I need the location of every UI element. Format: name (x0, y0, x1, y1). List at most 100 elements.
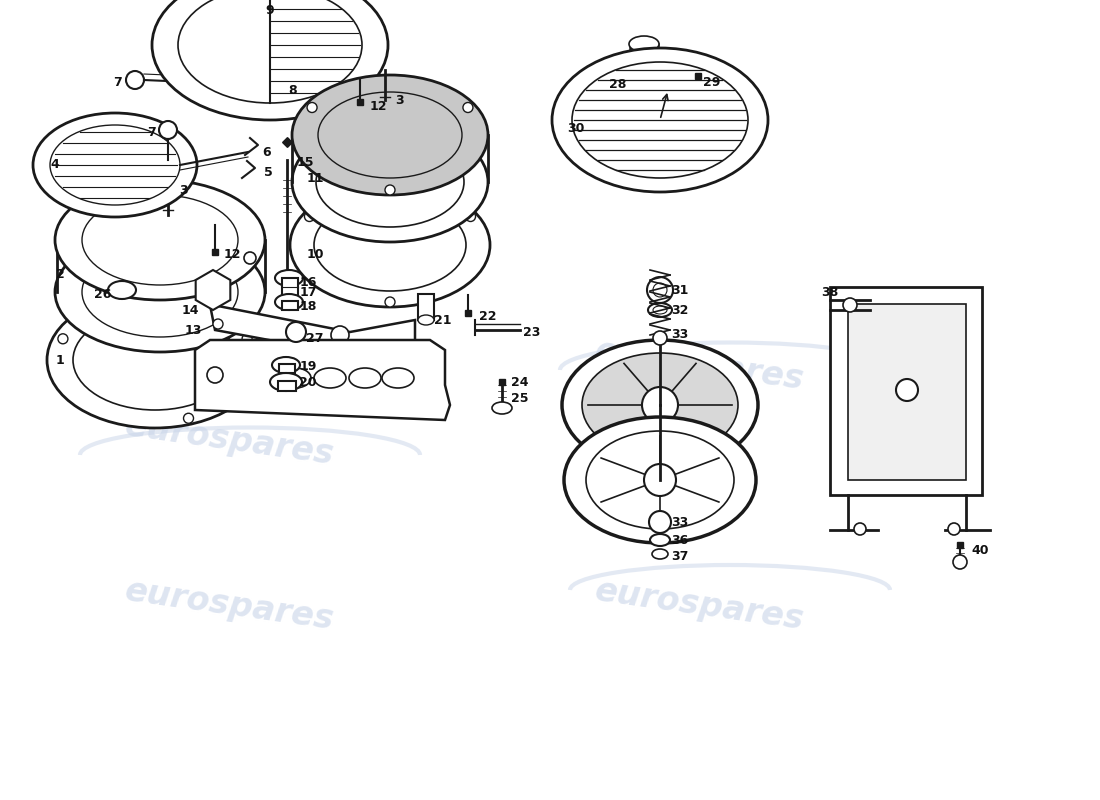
Ellipse shape (564, 417, 756, 543)
Text: 9: 9 (266, 3, 274, 17)
Text: 3: 3 (178, 183, 187, 197)
Ellipse shape (650, 534, 670, 546)
Ellipse shape (316, 137, 464, 227)
Ellipse shape (55, 232, 265, 352)
Circle shape (463, 102, 473, 113)
Text: 36: 36 (671, 534, 689, 546)
Text: 40: 40 (971, 543, 989, 557)
Text: 7: 7 (147, 126, 156, 139)
Circle shape (385, 297, 395, 307)
Ellipse shape (582, 353, 738, 457)
Text: 24: 24 (512, 375, 529, 389)
Text: eurospares: eurospares (123, 409, 337, 471)
Ellipse shape (318, 92, 462, 178)
Text: 18: 18 (299, 299, 317, 313)
Ellipse shape (152, 0, 388, 120)
Ellipse shape (50, 125, 180, 205)
Circle shape (286, 322, 306, 342)
Polygon shape (205, 280, 415, 355)
Circle shape (242, 334, 252, 344)
Ellipse shape (82, 247, 238, 337)
Circle shape (953, 555, 967, 569)
Text: 14: 14 (182, 303, 199, 317)
Ellipse shape (290, 183, 490, 307)
Text: 20: 20 (299, 375, 317, 389)
Polygon shape (195, 340, 450, 420)
Polygon shape (196, 270, 230, 310)
Text: 3: 3 (396, 94, 405, 106)
Circle shape (184, 414, 194, 423)
Circle shape (653, 283, 667, 297)
Text: 33: 33 (671, 327, 689, 341)
Text: 27: 27 (306, 331, 323, 345)
Ellipse shape (572, 62, 748, 178)
Ellipse shape (292, 122, 488, 242)
Ellipse shape (349, 368, 381, 388)
Text: 22: 22 (480, 310, 497, 322)
Ellipse shape (275, 294, 302, 310)
Ellipse shape (382, 368, 414, 388)
Text: 12: 12 (223, 249, 241, 262)
Text: 16: 16 (299, 275, 317, 289)
Text: 33: 33 (671, 515, 689, 529)
Text: 15: 15 (296, 155, 314, 169)
Text: 5: 5 (264, 166, 273, 178)
Ellipse shape (292, 75, 488, 195)
Text: 8: 8 (288, 83, 297, 97)
Circle shape (948, 523, 960, 535)
Circle shape (649, 511, 671, 533)
FancyBboxPatch shape (279, 364, 295, 373)
Text: 13: 13 (185, 323, 201, 337)
Text: eurospares: eurospares (123, 574, 337, 636)
Ellipse shape (552, 48, 768, 192)
Text: 28: 28 (609, 78, 627, 91)
Text: eurospares: eurospares (593, 334, 806, 396)
Text: 1: 1 (56, 354, 65, 366)
Text: 17: 17 (299, 286, 317, 298)
Ellipse shape (73, 310, 236, 410)
Circle shape (854, 523, 866, 535)
Circle shape (653, 331, 667, 345)
Circle shape (331, 326, 349, 344)
Circle shape (385, 185, 395, 195)
Text: 26: 26 (95, 287, 112, 301)
Ellipse shape (270, 373, 302, 391)
Ellipse shape (314, 199, 466, 291)
Ellipse shape (47, 292, 263, 428)
FancyBboxPatch shape (282, 301, 298, 310)
Circle shape (307, 102, 317, 113)
FancyBboxPatch shape (282, 278, 298, 296)
Text: 37: 37 (671, 550, 689, 562)
Ellipse shape (648, 303, 672, 317)
Text: 6: 6 (263, 146, 272, 158)
Ellipse shape (492, 402, 512, 414)
Ellipse shape (652, 549, 668, 559)
Circle shape (305, 211, 315, 222)
FancyBboxPatch shape (418, 294, 434, 320)
Ellipse shape (562, 340, 758, 470)
Text: 21: 21 (434, 314, 452, 326)
Ellipse shape (629, 36, 659, 52)
Circle shape (58, 334, 68, 344)
Text: 19: 19 (299, 359, 317, 373)
Text: 38: 38 (822, 286, 838, 298)
Circle shape (896, 379, 918, 401)
FancyBboxPatch shape (630, 44, 658, 82)
Text: 31: 31 (671, 283, 689, 297)
Text: 4: 4 (51, 158, 59, 171)
Text: 32: 32 (671, 303, 689, 317)
Ellipse shape (653, 306, 667, 314)
Ellipse shape (314, 368, 346, 388)
Circle shape (465, 211, 475, 222)
Text: 2: 2 (56, 269, 65, 282)
Ellipse shape (272, 357, 300, 373)
Ellipse shape (275, 270, 302, 286)
Text: eurospares: eurospares (593, 574, 806, 636)
Text: 7: 7 (113, 75, 122, 89)
Ellipse shape (33, 113, 197, 217)
Text: 29: 29 (703, 75, 720, 89)
Ellipse shape (108, 281, 136, 299)
Text: 12: 12 (370, 101, 387, 114)
Ellipse shape (178, 0, 362, 103)
Circle shape (647, 277, 673, 303)
